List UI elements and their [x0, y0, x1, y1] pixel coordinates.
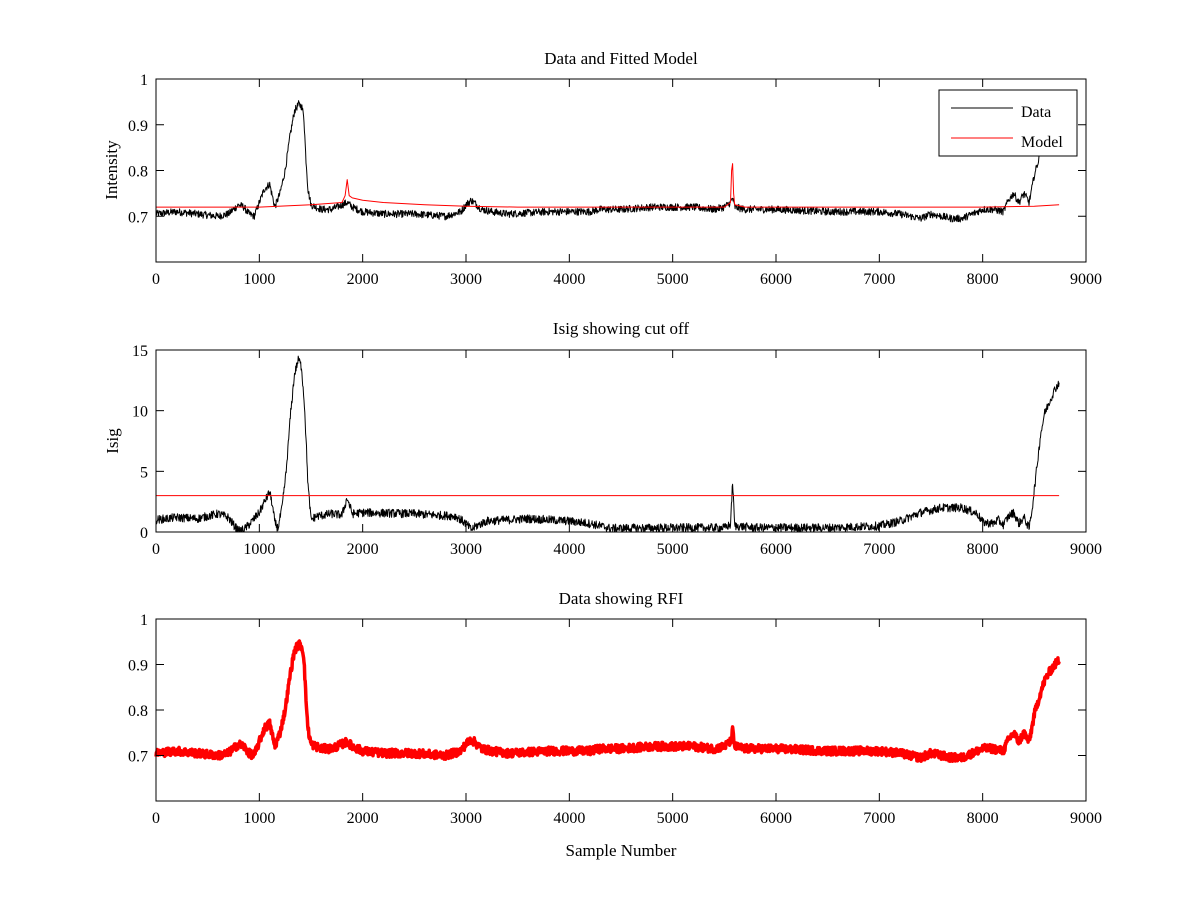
x-tick-label: 6000	[760, 541, 792, 558]
x-tick-label: 0	[152, 541, 160, 558]
panel-data-showing-rfi: 0 1000 2000 3000 4000 5000 6000 7000 8000 9000 0.7…	[128, 589, 1102, 860]
series-layer-1	[155, 100, 1060, 223]
x-tick-label: 8000	[967, 541, 999, 558]
y-tick-label: 0	[140, 525, 148, 542]
legend-label-data: Data	[1021, 104, 1051, 121]
y-axis-label-2: Isig	[103, 428, 122, 454]
series-layer-3	[154, 639, 1061, 764]
ticks-layer-1: 0 1000 2000 3000 4000 5000 6000 7000 8000 9000 0.7…	[128, 72, 1102, 288]
y-tick-label: 15	[132, 343, 148, 360]
legend: Data Model	[938, 89, 1078, 157]
y-tick-label: 0.7	[128, 749, 148, 766]
series-line-1-1	[155, 100, 1040, 223]
y-tick-label: 5	[140, 464, 148, 481]
x-tick-label: 5000	[657, 271, 689, 288]
series-layer-2	[155, 355, 1060, 533]
x-tick-label: 6000	[760, 271, 792, 288]
x-tick-label: 7000	[863, 810, 895, 827]
panel-data-and-fitted-model: 0 1000 2000 3000 4000 5000 6000 7000 8000 9000 0.7…	[102, 49, 1102, 288]
x-tick-label: 3000	[450, 271, 482, 288]
ticks-layer-2: 0 1000 2000 3000 4000 5000 6000 7000 8000 9000 0 5 1…	[132, 343, 1102, 558]
x-tick-label: 0	[152, 271, 160, 288]
x-tick-label: 0	[152, 810, 160, 827]
x-tick-label: 5000	[657, 541, 689, 558]
y-axis-label-1: Intensity	[102, 140, 121, 200]
x-tick-label: 6000	[760, 810, 792, 827]
x-tick-label: 9000	[1070, 810, 1102, 827]
y-tick-label: 0.8	[128, 164, 148, 181]
y-tick-label: 0.7	[128, 209, 148, 226]
legend-label-model: Model	[1021, 134, 1063, 151]
plot-title-3: Data showing RFI	[559, 589, 684, 608]
y-tick-label: 1	[140, 72, 148, 89]
axes-frame-2	[155, 349, 1087, 533]
y-tick-label: 0.9	[128, 118, 148, 135]
series-line-2-1	[155, 355, 1060, 533]
panel-isig-showing-cut-off: 0 1000 2000 3000 4000 5000 6000 7000 8000 9000 0 5 1…	[103, 319, 1102, 558]
x-tick-label: 9000	[1070, 541, 1102, 558]
x-tick-label: 7000	[863, 271, 895, 288]
x-tick-label: 4000	[553, 271, 585, 288]
y-tick-label: 10	[132, 404, 148, 421]
x-tick-label: 4000	[553, 541, 585, 558]
x-tick-label: 9000	[1070, 271, 1102, 288]
legend-box	[938, 89, 1078, 157]
y-tick-label: 1	[140, 612, 148, 629]
x-tick-label: 7000	[863, 541, 895, 558]
x-tick-label: 2000	[347, 541, 379, 558]
x-tick-label: 1000	[243, 541, 275, 558]
x-tick-label: 5000	[657, 810, 689, 827]
x-tick-label: 4000	[553, 810, 585, 827]
x-tick-label: 1000	[243, 271, 275, 288]
plot-title-1: Data and Fitted Model	[544, 49, 698, 68]
x-tick-label: 2000	[347, 271, 379, 288]
x-tick-label: 2000	[347, 810, 379, 827]
x-axis-label-3: Sample Number	[566, 841, 677, 860]
x-tick-label: 8000	[967, 810, 999, 827]
x-tick-label: 8000	[967, 271, 999, 288]
x-tick-label: 3000	[450, 541, 482, 558]
ticks-layer-3: 0 1000 2000 3000 4000 5000 6000 7000 8000 9000 0.7…	[128, 612, 1102, 827]
x-tick-label: 3000	[450, 810, 482, 827]
x-tick-label: 1000	[243, 810, 275, 827]
y-tick-label: 0.9	[128, 658, 148, 675]
series-line-1-2	[156, 163, 1060, 208]
y-tick-label: 0.8	[128, 703, 148, 720]
plot-title-2: Isig showing cut off	[553, 319, 689, 338]
series-line-3-1	[154, 639, 1061, 764]
